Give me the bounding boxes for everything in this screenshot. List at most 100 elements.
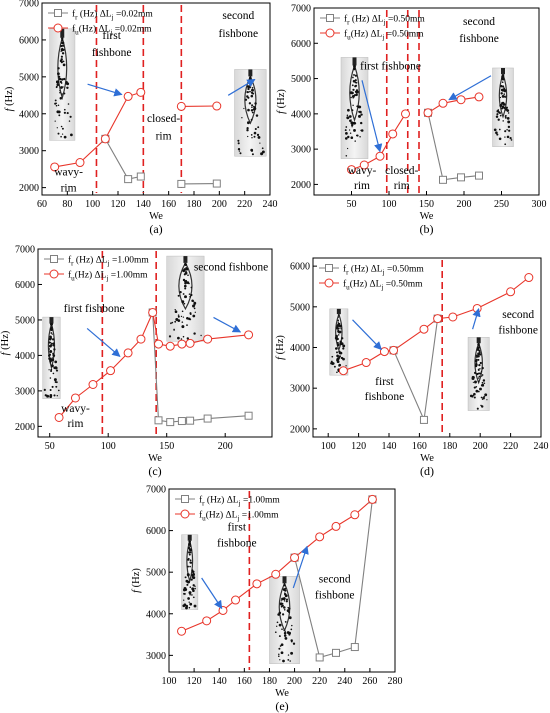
- x-axis-label: We: [420, 211, 434, 222]
- data-point-circle: [106, 366, 116, 376]
- legend-marker: [53, 23, 63, 33]
- data-point-square: [177, 179, 186, 188]
- y-tick-label: 3000: [291, 145, 311, 156]
- x-tick-label: 280: [388, 676, 403, 687]
- data-point-circle: [50, 162, 60, 172]
- y-tick-label: 4000: [15, 351, 35, 362]
- data-point-circle: [176, 101, 186, 111]
- y-tick-label: 5000: [19, 72, 39, 83]
- x-tick-label: 120: [351, 441, 366, 452]
- regime-annotation: fishbone: [219, 28, 259, 40]
- spray-inset-image: [492, 67, 514, 147]
- x-tick-label: 220: [237, 199, 252, 210]
- data-point-square: [186, 416, 195, 425]
- regime-annotation: second: [319, 574, 351, 586]
- data-point-circle: [100, 134, 110, 144]
- data-point-circle: [123, 91, 133, 101]
- x-tick-label: 200: [473, 441, 488, 452]
- data-point-circle: [88, 380, 98, 390]
- x-tick-label: 180: [442, 441, 457, 452]
- regime-annotation: wavy-: [61, 403, 90, 415]
- y-tick-label: 2000: [290, 424, 310, 435]
- x-tick-label: 220: [503, 441, 518, 452]
- x-tick-label: 80: [62, 199, 72, 210]
- annotation-arrow: [201, 577, 223, 610]
- data-point-circle: [456, 95, 466, 105]
- data-point-circle: [423, 108, 433, 118]
- legend-entry: fr (Hz) ΔLj =1.00mm: [68, 255, 149, 268]
- data-point-circle: [524, 273, 534, 283]
- y-tick-label: 7000: [146, 485, 166, 496]
- data-point-circle: [506, 287, 516, 297]
- spray-inset-image: [181, 534, 199, 610]
- x-tick-label: 100: [321, 441, 336, 452]
- data-point-square: [136, 172, 145, 181]
- annotation-arrow: [86, 328, 121, 358]
- data-point-square: [154, 416, 163, 425]
- y-tick-label: 2000: [291, 180, 311, 191]
- x-tick-label: 150: [159, 441, 174, 452]
- y-tick-label: 3000: [146, 651, 166, 662]
- legend-entry: fu(Hz) ΔLj =0.50mm: [344, 29, 424, 42]
- x-tick-label: 200: [457, 199, 472, 210]
- data-point-square: [419, 415, 428, 424]
- regime-annotation: fishbone: [365, 391, 405, 403]
- spray-inset-image: [340, 57, 369, 159]
- x-axis-label: We: [275, 688, 289, 699]
- regime-annotation: first: [375, 376, 394, 388]
- regime-annotation: closed-: [385, 165, 418, 177]
- legend-entry: fr (Hz) ΔLj =0.50mm: [344, 14, 425, 27]
- series-line: [427, 112, 480, 181]
- legend-entry: fu(Hz) ΔLj =1.00mm: [199, 510, 279, 523]
- panel-d: 100 120 140 160 180 200 220 240 2000 3000 4000 5000…: [275, 257, 549, 478]
- regime-annotation: fishbone: [498, 325, 538, 337]
- x-tick-label: 140: [212, 676, 227, 687]
- y-tick-label: 2000: [19, 183, 39, 194]
- y-axis-label: f (Hz): [4, 86, 15, 111]
- regime-annotation: fishbone: [459, 33, 499, 45]
- y-axis-label: f (Hz): [131, 568, 142, 593]
- data-point-circle: [361, 358, 371, 368]
- data-point-circle: [212, 101, 222, 111]
- spray-inset-image: [166, 255, 205, 342]
- regime-annotation: fishbone: [315, 589, 355, 601]
- data-point-square: [350, 643, 359, 652]
- panel-label: (c): [148, 464, 161, 478]
- data-point-square: [166, 418, 175, 427]
- legend-entry: fu(Hz) ΔLj =0.50mm: [343, 279, 423, 292]
- data-point-circle: [367, 494, 377, 504]
- data-point-circle: [338, 366, 348, 376]
- y-axis-label: f (Hz): [276, 89, 287, 114]
- x-tick-label: 60: [37, 199, 47, 210]
- x-tick-label: 50: [45, 441, 55, 452]
- data-point-circle: [123, 348, 133, 358]
- data-point-circle: [347, 165, 356, 175]
- data-point-circle: [315, 532, 325, 542]
- data-point-circle: [433, 314, 443, 324]
- legend-entry: fr (Hz) ΔLj =0.50mm: [343, 264, 424, 277]
- regime-annotation: second: [502, 309, 534, 321]
- panel-label: (d): [420, 464, 434, 478]
- y-tick-label: 6000: [15, 280, 35, 291]
- plot-frame: [312, 257, 542, 438]
- data-point-circle: [331, 521, 341, 531]
- panel-label: (a): [149, 222, 162, 236]
- data-point-circle: [252, 579, 262, 589]
- regime-annotation: rim: [354, 180, 370, 192]
- data-point-circle: [148, 307, 158, 317]
- data-point-circle: [75, 158, 85, 168]
- y-tick-label: 5000: [290, 302, 310, 313]
- regime-annotation: rim: [394, 180, 410, 192]
- x-tick-label: 220: [312, 676, 327, 687]
- data-point-circle: [136, 334, 146, 344]
- regime-annotation: fishbone: [217, 537, 257, 549]
- data-point-circle: [359, 160, 369, 170]
- data-point-circle: [154, 339, 164, 349]
- data-point-circle: [419, 324, 429, 334]
- spray-inset-image: [269, 576, 300, 664]
- y-tick-label: 4000: [146, 609, 166, 620]
- spray-inset-image: [234, 69, 267, 157]
- data-point-circle: [379, 347, 389, 357]
- data-point-square: [203, 414, 212, 423]
